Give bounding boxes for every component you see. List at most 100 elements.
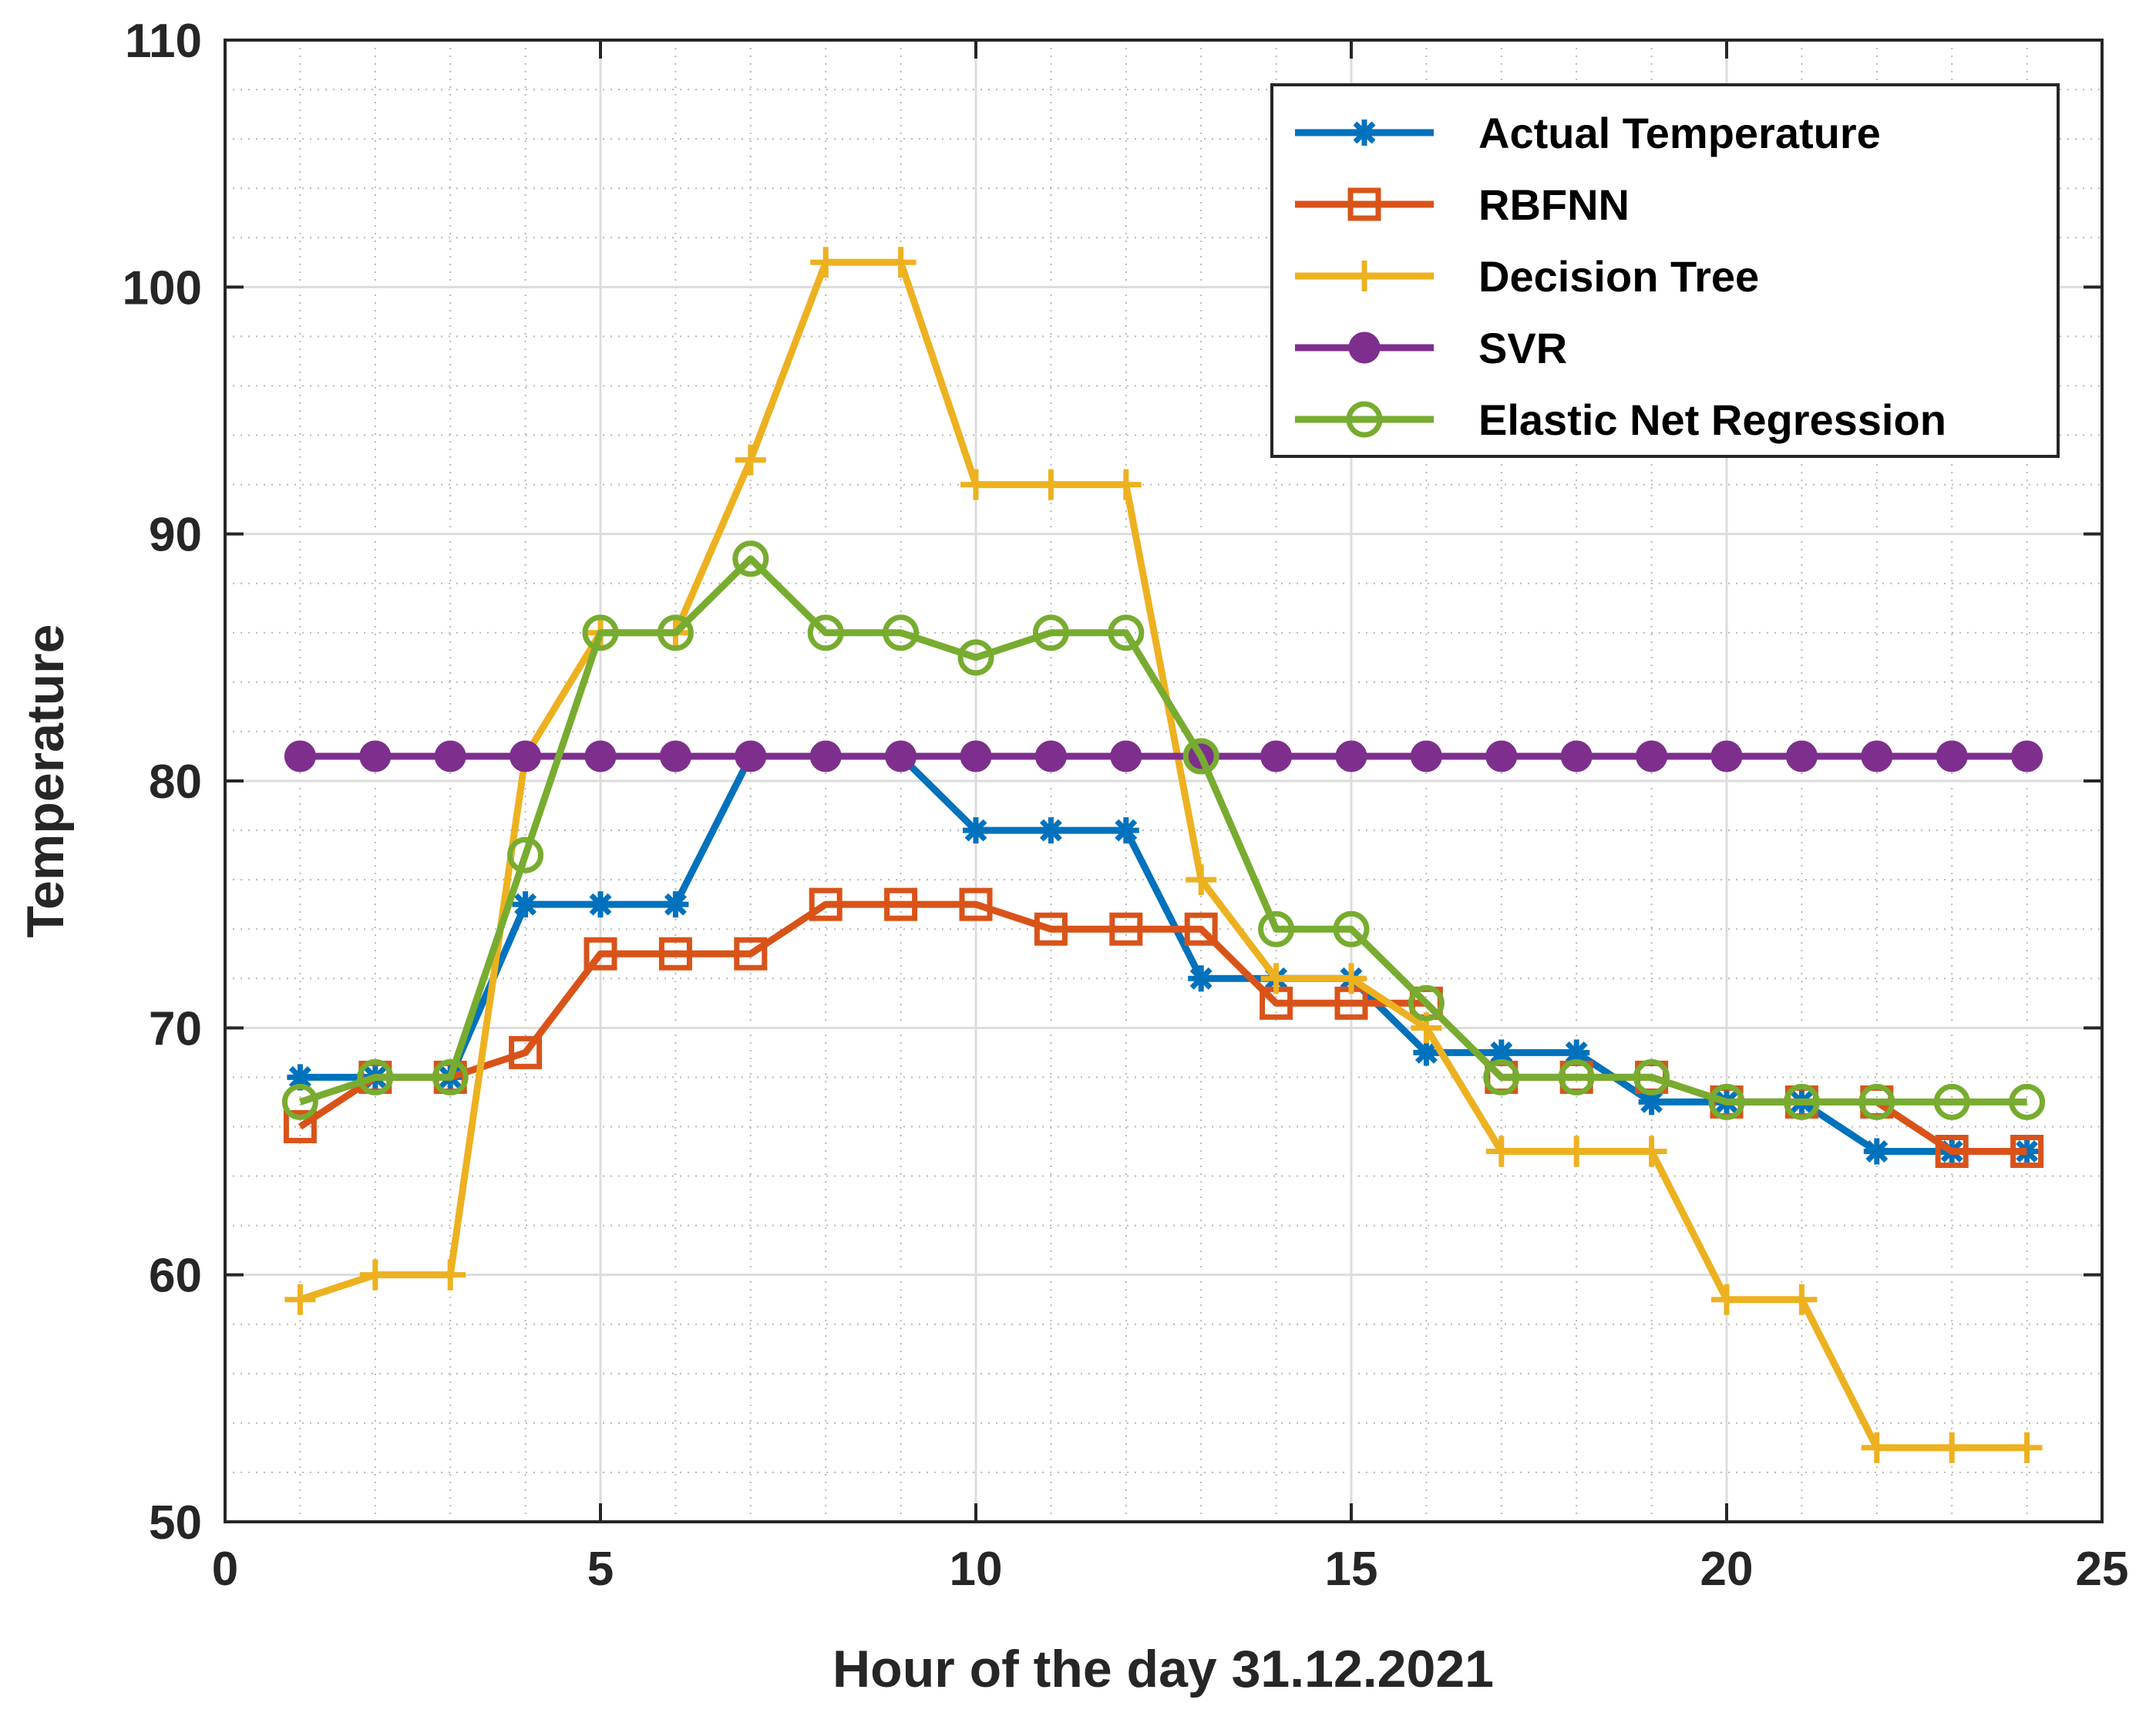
data-point-svr <box>1335 740 1367 772</box>
data-point-elastic-net-regression <box>507 836 544 873</box>
data-point-elastic-net-regression <box>1258 910 1295 947</box>
data-point-svr <box>1260 740 1293 772</box>
data-point-svr <box>1710 740 1743 772</box>
x-tick-labels: 0 5 10 15 20 25 <box>212 1543 2129 1596</box>
data-point-decision-tree <box>735 444 766 476</box>
x-tick-label: 0 <box>212 1543 238 1596</box>
data-point-elastic-net-regression <box>281 1083 318 1120</box>
x-tick-label: 25 <box>2076 1543 2129 1596</box>
data-point-rbfnn <box>1034 912 1068 946</box>
data-point-elastic-net-regression <box>807 614 844 651</box>
data-point-rbfnn <box>1935 1135 1969 1168</box>
legend-item-elastic-net-regression: Elastic Net Regression <box>1295 395 1946 444</box>
data-point-svr <box>659 740 691 772</box>
data-point-decision-tree <box>1485 1136 1517 1167</box>
data-point-svr <box>1485 740 1518 772</box>
legend-label-actual-temperature: Actual Temperature <box>1478 109 1881 157</box>
data-point-svr <box>359 740 392 772</box>
legend-marker-rbfnn <box>1347 187 1381 221</box>
data-point-decision-tree <box>1561 1136 1593 1167</box>
legend-marker-decision-tree <box>1349 261 1380 291</box>
x-tick-label: 15 <box>1325 1543 1378 1596</box>
y-tick-labels: 50 60 70 80 90 100 110 <box>123 15 202 1550</box>
data-point-actual-temperature <box>1112 817 1139 844</box>
legend-marker-elastic-net-regression <box>1346 401 1383 438</box>
data-point-decision-tree <box>1786 1284 1818 1315</box>
data-point-elastic-net-regression <box>1182 738 1219 775</box>
legend-label-svr: SVR <box>1478 324 1567 372</box>
data-point-svr <box>1110 740 1142 772</box>
legend-marker-svr <box>1348 331 1381 364</box>
data-point-actual-temperature <box>1863 1138 1890 1165</box>
data-point-actual-temperature <box>512 891 539 918</box>
data-point-actual-temperature <box>587 891 614 918</box>
data-point-rbfnn <box>509 1035 543 1069</box>
y-axis-label: Temperature <box>16 624 75 938</box>
data-point-rbfnn <box>584 937 617 971</box>
data-point-decision-tree <box>810 247 842 278</box>
data-point-actual-temperature <box>662 891 689 918</box>
data-point-actual-temperature <box>963 817 989 844</box>
data-point-elastic-net-regression <box>1858 1083 1895 1120</box>
data-point-actual-temperature <box>1188 965 1215 992</box>
data-point-rbfnn <box>1109 912 1143 946</box>
data-point-svr <box>1785 740 1818 772</box>
series-svr <box>284 740 2043 772</box>
x-tick-label: 20 <box>1700 1543 1754 1596</box>
data-point-decision-tree <box>2011 1432 2043 1463</box>
data-point-decision-tree <box>885 247 917 278</box>
data-point-decision-tree <box>435 1259 466 1291</box>
axis-ticks <box>224 39 2104 1523</box>
legend: Actual Temperature RBFNN Decision Tree SVR E… <box>1270 83 2060 458</box>
x-tick-label: 10 <box>950 1543 1003 1596</box>
data-point-elastic-net-regression <box>1483 1058 1520 1095</box>
data-point-rbfnn <box>2010 1135 2044 1168</box>
data-point-elastic-net-regression <box>657 614 694 651</box>
data-point-elastic-net-regression <box>1783 1083 1820 1120</box>
x-axis-label: Hour of the day 31.12.2021 <box>832 1640 1494 1698</box>
data-point-elastic-net-regression <box>957 639 994 676</box>
data-point-decision-tree <box>1186 864 1217 896</box>
data-point-svr <box>1861 740 1893 772</box>
series-line-elastic-net-regression <box>298 555 2027 1106</box>
data-point-svr <box>284 740 316 772</box>
data-point-decision-tree <box>359 1259 391 1291</box>
data-point-decision-tree <box>1711 1284 1742 1315</box>
legend-label-rbfnn: RBFNN <box>1478 180 1630 229</box>
data-point-rbfnn <box>658 937 692 971</box>
data-point-elastic-net-regression <box>1333 910 1370 947</box>
legend-label-decision-tree: Decision Tree <box>1478 252 1759 301</box>
y-tick-label: 100 <box>123 261 202 315</box>
data-point-elastic-net-regression <box>1032 614 1069 651</box>
data-point-svr <box>584 740 617 772</box>
data-point-elastic-net-regression <box>582 614 619 651</box>
data-point-elastic-net-regression <box>732 540 769 577</box>
data-point-svr <box>1410 740 1442 772</box>
data-point-actual-temperature <box>1413 1039 1440 1066</box>
data-point-decision-tree <box>1035 469 1067 500</box>
data-point-rbfnn <box>809 887 843 921</box>
data-point-elastic-net-regression <box>2009 1083 2046 1120</box>
series-layer <box>281 247 2046 1463</box>
data-point-decision-tree <box>1936 1432 1968 1463</box>
data-point-elastic-net-regression <box>1408 984 1445 1021</box>
data-point-decision-tree <box>960 469 991 500</box>
data-point-elastic-net-regression <box>1558 1058 1595 1095</box>
series-elastic-net-regression <box>281 540 2046 1120</box>
data-point-elastic-net-regression <box>432 1058 469 1095</box>
legend-label-elastic-net-regression: Elastic Net Regression <box>1478 395 1946 444</box>
data-point-decision-tree <box>1336 963 1367 994</box>
data-point-decision-tree <box>1110 469 1142 500</box>
y-tick-label: 60 <box>149 1250 202 1303</box>
y-tick-label: 110 <box>125 15 202 68</box>
data-point-rbfnn <box>283 1109 317 1143</box>
data-point-svr <box>434 740 466 772</box>
data-point-actual-temperature <box>1038 817 1065 844</box>
data-point-decision-tree <box>1636 1136 1667 1167</box>
legend-item-decision-tree: Decision Tree <box>1295 252 1759 301</box>
y-tick-label: 50 <box>149 1496 202 1550</box>
data-point-svr <box>885 740 917 772</box>
data-point-elastic-net-regression <box>883 614 920 651</box>
data-point-svr <box>1560 740 1593 772</box>
